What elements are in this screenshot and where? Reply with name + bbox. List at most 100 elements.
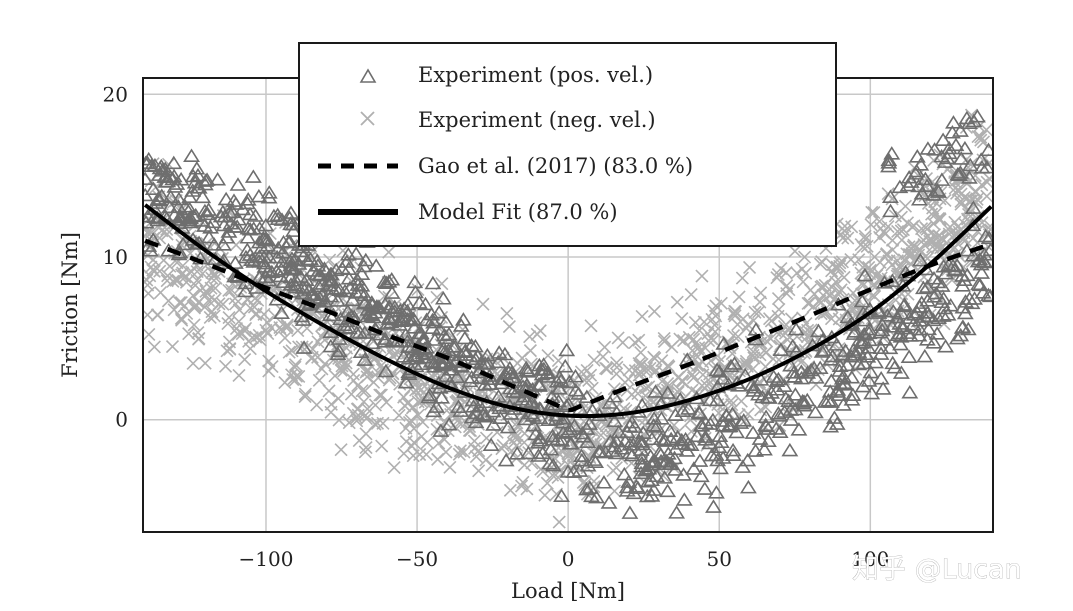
- scatter-point-neg-vel: [971, 224, 985, 238]
- scatter-point-pos-vel: [524, 408, 542, 422]
- scatter-point-neg-vel: [382, 245, 396, 259]
- scatter-point-neg-vel: [596, 350, 610, 364]
- scatter-point-pos-vel: [504, 384, 522, 398]
- scatter-point-pos-vel: [667, 407, 684, 422]
- scatter-point-pos-vel: [659, 483, 677, 498]
- scatter-point-pos-vel: [901, 384, 919, 399]
- scatter-point-pos-vel: [739, 452, 757, 467]
- scatter-point-pos-vel: [143, 155, 156, 169]
- scatter-point-pos-vel: [435, 341, 453, 355]
- scatter-point-pos-vel: [356, 352, 374, 366]
- scatter-point-pos-vel: [881, 189, 899, 203]
- scatter-point-pos-vel: [936, 154, 954, 168]
- scatter-point-pos-vel: [405, 320, 423, 334]
- scatter-point-pos-vel: [200, 229, 218, 244]
- scatter-point-neg-vel: [502, 319, 516, 334]
- scatter-point-pos-vel: [257, 217, 275, 232]
- scatter-point-pos-vel: [874, 381, 892, 395]
- scatter-point-pos-vel: [961, 291, 979, 305]
- legend-x-icon: [360, 111, 375, 126]
- scatter-point-pos-vel: [534, 445, 552, 460]
- scatter-point-pos-vel: [948, 330, 966, 345]
- scatter-point-neg-vel: [904, 248, 919, 262]
- gao-2017-line: [144, 238, 992, 413]
- scatter-point-neg-vel: [798, 250, 812, 264]
- scatter-point-pos-vel: [196, 203, 214, 218]
- scatter-point-neg-vel: [616, 335, 630, 350]
- scatter-point-neg-vel: [468, 441, 482, 455]
- scatter-point-neg-vel: [725, 398, 739, 412]
- scatter-point-neg-vel: [984, 223, 993, 237]
- scatter-point-pos-vel: [845, 342, 863, 356]
- scatter-point-neg-vel: [540, 476, 554, 490]
- scatter-point-neg-vel: [322, 384, 336, 398]
- scatter-point-neg-vel: [709, 309, 723, 323]
- scatter-point-pos-vel: [347, 285, 365, 299]
- scatter-point-pos-vel: [734, 459, 752, 473]
- scatter-point-pos-vel: [573, 448, 591, 462]
- scatter-point-pos-vel: [747, 322, 765, 336]
- scatter-point-pos-vel: [862, 364, 880, 379]
- scatter-point-pos-vel: [588, 489, 605, 504]
- scatter-point-pos-vel: [287, 273, 305, 287]
- scatter-point-neg-vel: [370, 416, 385, 430]
- scatter-point-pos-vel: [176, 198, 194, 213]
- scatter-point-neg-vel: [360, 402, 374, 416]
- scatter-point-neg-vel: [359, 365, 373, 379]
- scatter-point-pos-vel: [465, 354, 483, 369]
- scatter-point-pos-vel: [424, 320, 441, 334]
- scatter-point-neg-vel: [949, 186, 964, 200]
- scatter-point-pos-vel: [578, 481, 596, 496]
- scatter-point-pos-vel: [391, 312, 409, 326]
- scatter-point-pos-vel: [327, 262, 345, 277]
- scatter-point-pos-vel: [623, 414, 641, 429]
- scatter-point-pos-vel: [230, 211, 247, 226]
- scatter-point-pos-vel: [359, 308, 377, 323]
- scatter-point-neg-vel: [919, 220, 933, 235]
- scatter-point-pos-vel: [735, 413, 753, 427]
- scatter-point-pos-vel: [224, 204, 242, 219]
- scatter-point-pos-vel: [806, 404, 824, 419]
- scatter-point-pos-vel: [714, 413, 732, 427]
- scatter-point-neg-vel: [951, 220, 965, 234]
- scatter-point-neg-vel: [443, 460, 457, 474]
- scatter-point-neg-vel: [324, 397, 338, 411]
- scatter-point-pos-vel: [863, 385, 881, 400]
- scatter-point-neg-vel: [835, 255, 849, 269]
- scatter-point-pos-vel: [872, 370, 890, 385]
- scatter-point-neg-vel: [186, 289, 200, 303]
- scatter-point-pos-vel: [647, 384, 665, 398]
- scatter-point-pos-vel: [330, 331, 348, 345]
- scatter-point-pos-vel: [947, 137, 965, 152]
- scatter-point-neg-vel: [178, 270, 192, 284]
- scatter-point-neg-vel: [656, 383, 670, 397]
- scatter-point-pos-vel: [357, 252, 375, 267]
- scatter-point-pos-vel: [908, 149, 926, 163]
- scatter-point-pos-vel: [525, 417, 543, 432]
- scatter-point-pos-vel: [633, 436, 651, 451]
- scatter-point-pos-vel: [892, 305, 910, 320]
- scatter-point-neg-vel: [975, 178, 989, 192]
- scatter-point-pos-vel: [850, 332, 868, 347]
- scatter-point-pos-vel: [340, 320, 358, 335]
- scatter-point-neg-vel: [414, 382, 428, 396]
- scatter-point-pos-vel: [217, 191, 235, 206]
- scatter-point-neg-vel: [453, 444, 467, 458]
- scatter-point-pos-vel: [422, 354, 440, 368]
- legend-item-gao: Gao et al. (2017) (83.0 %): [418, 154, 693, 178]
- scatter-point-pos-vel: [250, 188, 268, 203]
- scatter-point-pos-vel: [542, 441, 560, 456]
- scatter-point-neg-vel: [772, 302, 786, 317]
- scatter-point-neg-vel: [971, 130, 985, 144]
- scatter-point-pos-vel: [600, 495, 618, 509]
- scatter-point-neg-vel: [882, 254, 896, 268]
- scatter-point-pos-vel: [553, 488, 570, 502]
- scatter-point-pos-vel: [828, 337, 846, 351]
- scatter-point-pos-vel: [776, 404, 793, 418]
- x-axis-label: Load [Nm]: [511, 579, 625, 603]
- scatter-point-pos-vel: [811, 360, 829, 375]
- scatter-point-pos-vel: [605, 388, 623, 403]
- scatter-point-neg-vel: [584, 319, 598, 333]
- scatter-point-pos-vel: [977, 228, 993, 243]
